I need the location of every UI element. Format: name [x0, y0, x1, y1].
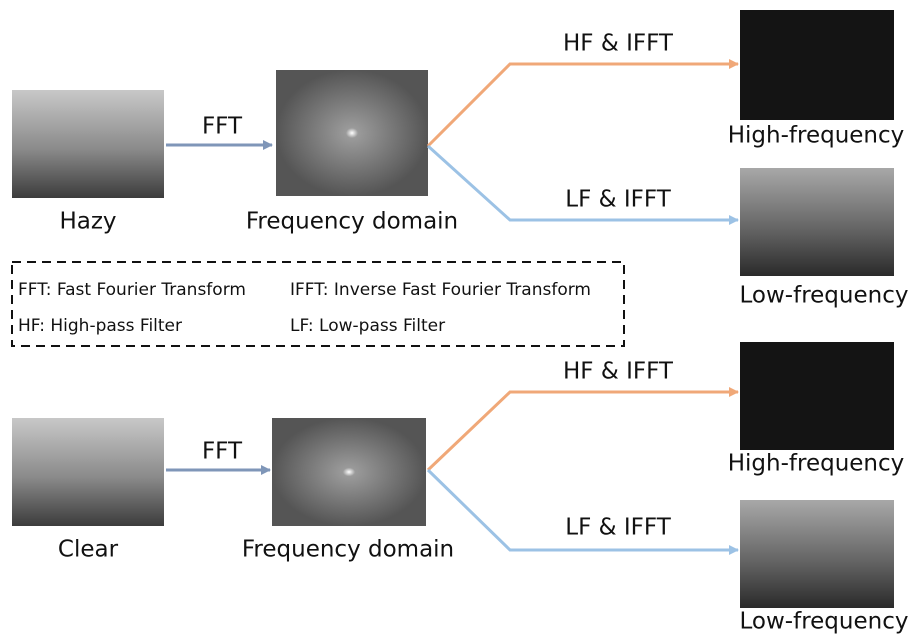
input-label: Hazy	[59, 209, 116, 235]
high-image	[740, 342, 894, 450]
domain-label: Frequency domain	[242, 537, 454, 563]
diagram: Hazy FFT Frequency domain HF & IFFT LF &…	[0, 0, 921, 636]
frequency-image	[272, 418, 426, 526]
high-label: High-frequency	[728, 123, 905, 149]
frequency-image	[276, 70, 428, 196]
low-op-label: LF & IFFT	[565, 515, 671, 541]
fft-label: FFT	[202, 114, 243, 140]
high-arrow	[428, 392, 738, 470]
low-op-label: LF & IFFT	[565, 187, 671, 213]
high-op-label: HF & IFFT	[563, 31, 674, 57]
high-label: High-frequency	[728, 451, 905, 477]
legend-item: HF: High-pass Filter	[18, 316, 182, 336]
hazy-image	[12, 90, 164, 198]
low-label: Low-frequency	[740, 609, 909, 635]
high-arrow	[428, 64, 738, 146]
low-label: Low-frequency	[740, 283, 909, 309]
high-image	[740, 10, 894, 120]
legend-item: FFT: Fast Fourier Transform	[18, 280, 246, 300]
fft-label: FFT	[202, 439, 243, 465]
high-op-label: HF & IFFT	[563, 359, 674, 385]
clear-image	[12, 418, 164, 526]
legend-item: IFFT: Inverse Fast Fourier Transform	[290, 280, 591, 300]
input-label: Clear	[58, 537, 119, 563]
low-image	[740, 500, 894, 608]
domain-label: Frequency domain	[246, 209, 458, 235]
low-image	[740, 168, 894, 276]
legend-item: LF: Low-pass Filter	[290, 316, 445, 336]
